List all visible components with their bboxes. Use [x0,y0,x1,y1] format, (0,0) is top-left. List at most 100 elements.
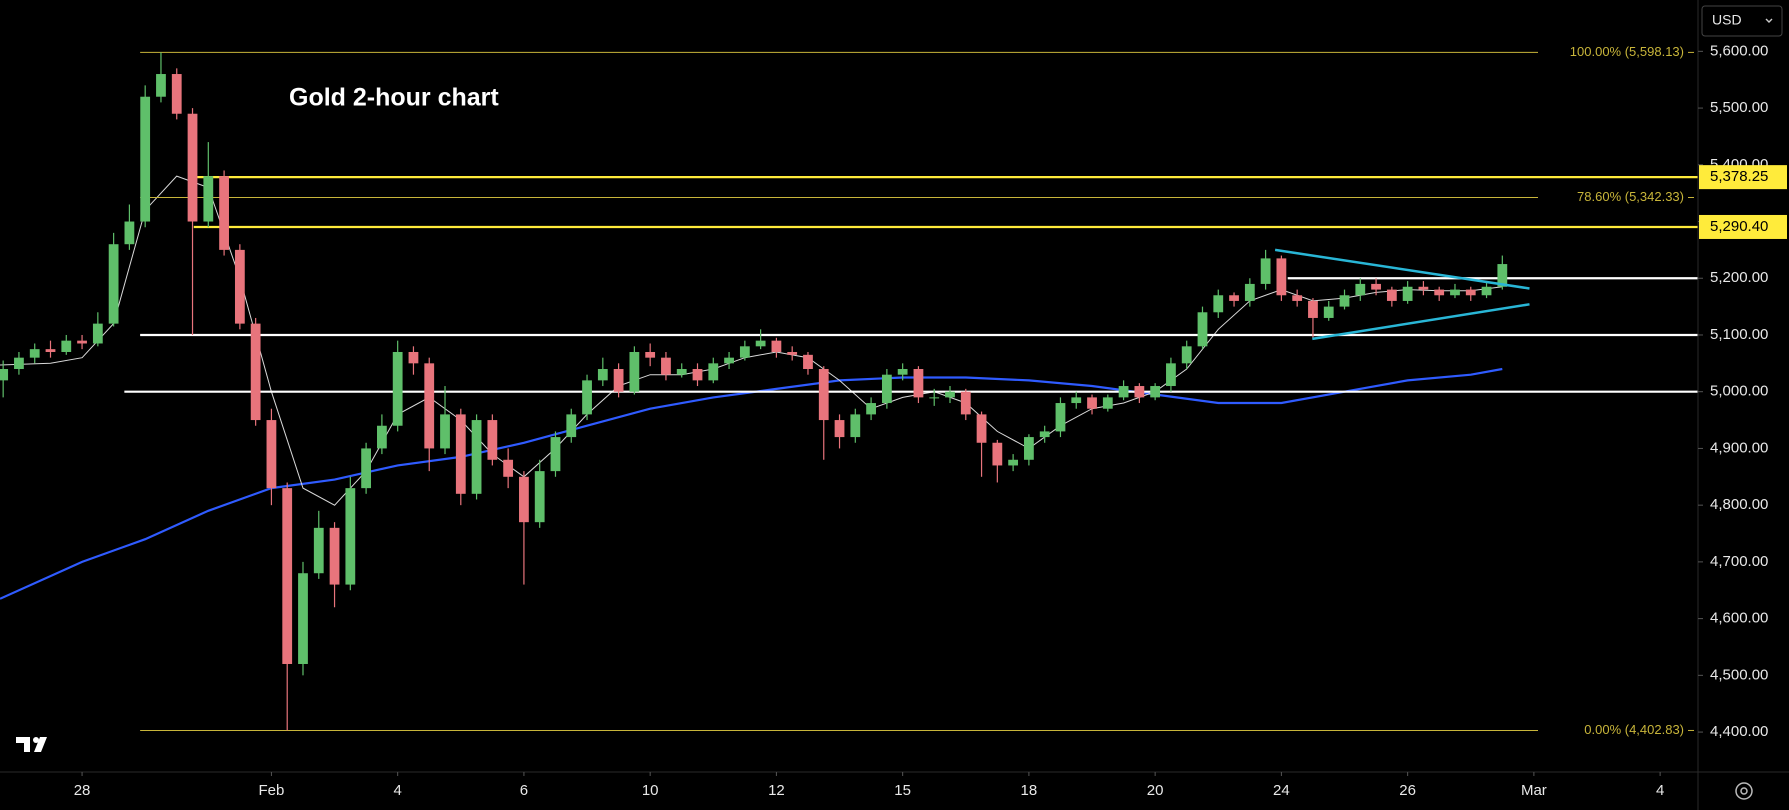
candle-body [250,323,261,421]
candle-body [803,354,813,370]
settings-icon-center [1740,787,1748,795]
level-label: 78.60% (5,342.33) [1577,189,1684,204]
y-tick-label: 4,900.00 [1710,439,1768,456]
candle-body [913,369,924,398]
candle-body [171,74,182,114]
candle-body [203,176,214,222]
candle-body [739,346,750,358]
candle-body [629,351,640,392]
candle-body [108,244,119,324]
candle-body [124,221,135,245]
candle-body [1339,295,1350,307]
candle-body [1008,459,1019,466]
candle-body [1118,386,1129,398]
x-tick-label: 10 [642,782,659,799]
candle-body [1087,397,1097,409]
tv-logo [16,737,47,752]
y-tick-label: 4,800.00 [1710,496,1768,513]
candle-body [455,414,466,494]
y-tick-label: 5,000.00 [1710,383,1768,400]
candle-body [1213,295,1224,313]
level-label: 0.00% (4,402.83) [1584,722,1684,737]
settings-button[interactable] [1735,782,1753,800]
candle-body [929,397,940,399]
logo-dot [33,737,39,743]
x-tick-label: 28 [74,782,91,799]
x-tick-label: 20 [1147,782,1164,799]
trendline [1274,248,1530,290]
candle-body [424,363,435,449]
candle-body [519,476,529,523]
candle-body [866,403,876,415]
level-label: 100.00% (5,598.13) [1570,44,1684,59]
level-axis-box [1699,214,1787,239]
candle-body [881,374,892,404]
candle-body [1071,397,1082,404]
y-tick-label: 4,400.00 [1710,723,1768,740]
candle-body [1181,346,1192,364]
plot-area [0,51,1698,731]
candle-body [1166,363,1176,387]
logo-shape [16,737,47,752]
x-tick-label: 12 [768,782,785,799]
x-tick-label: 26 [1399,782,1416,799]
currency-label[interactable]: USD [1712,12,1742,28]
candle-body [1323,306,1334,318]
y-tick-label: 4,500.00 [1710,666,1768,683]
currency-box[interactable] [1701,5,1783,37]
candle-body [61,340,72,352]
candle-body [503,459,514,477]
y-tick-label: 4,700.00 [1710,553,1768,570]
candle-body [1150,386,1161,398]
candle-body [613,369,624,392]
candle-body [960,391,971,415]
candle-body [1308,300,1318,318]
candle-body [1134,386,1145,398]
candle-body [850,414,861,438]
currency-selector[interactable]: USD [1701,5,1783,37]
x-tick-label: 6 [520,782,528,799]
candle-body [818,369,829,421]
candle-body [234,249,245,324]
candle-body [77,340,87,344]
candle-body [566,414,577,438]
candle-body [645,351,656,358]
candle-body [1355,283,1366,296]
dropdown-arrow [1765,18,1773,23]
candle-body [187,113,198,222]
candle-body [1418,286,1429,290]
x-tick-label: 4 [394,782,402,799]
moving-average [0,175,1503,506]
candle-body [676,369,687,375]
candle-body [345,488,356,585]
candle-body [976,414,987,443]
settings-icon[interactable] [1735,782,1753,800]
candle-body [992,442,1003,466]
candle-body [1276,258,1287,296]
level-axis-label: 5,378.25 [1710,168,1768,185]
candle-body [1102,397,1113,409]
candle-body [1481,286,1492,296]
candle-body [534,471,545,523]
x-tick-label: 18 [1021,782,1038,799]
candle-body [661,357,671,375]
candle-body [1434,289,1445,296]
candle-body [1024,437,1034,460]
candle-body [329,527,340,585]
x-tick-label: Mar [1521,782,1547,799]
candle-body [1497,264,1508,287]
x-tick-label: Feb [258,782,284,799]
candle-body [1402,286,1413,301]
candle-body [1450,289,1460,296]
chart-title: Gold 2-hour chart [289,84,499,112]
x-tick-label: 4 [1656,782,1664,799]
y-tick-label: 5,100.00 [1710,326,1768,343]
candle-body [313,527,324,574]
candle-body [1229,295,1239,301]
candle-body [692,369,703,381]
candle-body [1292,295,1303,301]
candle-body [392,351,403,426]
x-tick-label: 24 [1273,782,1290,799]
